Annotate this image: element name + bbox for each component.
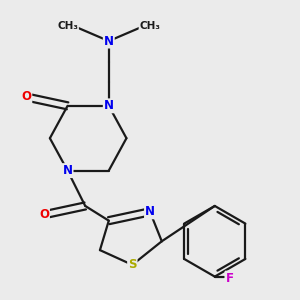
Text: O: O xyxy=(21,91,31,103)
Text: CH₃: CH₃ xyxy=(140,21,160,31)
Text: N: N xyxy=(63,164,73,177)
Text: N: N xyxy=(145,205,155,218)
Text: CH₃: CH₃ xyxy=(57,21,78,31)
Text: N: N xyxy=(104,99,114,112)
Text: O: O xyxy=(39,208,49,221)
Text: F: F xyxy=(226,272,233,285)
Text: N: N xyxy=(104,34,114,48)
Text: S: S xyxy=(128,258,136,271)
